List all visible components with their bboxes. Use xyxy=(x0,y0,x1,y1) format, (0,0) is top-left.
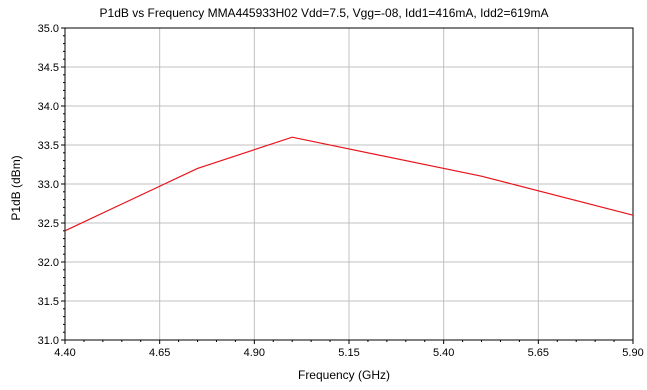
y-tick-label: 34.0 xyxy=(38,101,59,113)
grid-layer xyxy=(65,28,633,340)
y-tick-label: 33.5 xyxy=(38,140,59,152)
x-tick-label: 5.90 xyxy=(622,347,643,359)
tick-layer: 4.40 4.65 4.90 5.15 5.40 5.65 5.90 31.0 31.5 32.0… xyxy=(38,23,644,359)
x-tick-label: 4.40 xyxy=(54,347,75,359)
y-axis-label: P1dB (dBm) xyxy=(9,155,23,220)
x-tick-label: 5.40 xyxy=(433,347,454,359)
y-tick-label: 32.5 xyxy=(38,218,59,230)
x-tick-label: 5.15 xyxy=(338,347,359,359)
x-tick-label: 4.65 xyxy=(149,347,170,359)
chart-title: P1dB vs Frequency MMA445933H02 Vdd=7.5, … xyxy=(100,6,549,20)
y-tick-label: 34.5 xyxy=(38,62,59,74)
y-tick-label: 31.5 xyxy=(38,296,59,308)
y-tick-label: 31.0 xyxy=(38,335,59,347)
y-tick-label: 33.0 xyxy=(38,179,59,191)
x-tick-label: 5.65 xyxy=(528,347,549,359)
y-tick-label: 35.0 xyxy=(38,23,59,35)
x-tick-label: 4.90 xyxy=(244,347,265,359)
p1db-series-line xyxy=(64,136,634,232)
y-tick-label: 32.0 xyxy=(38,257,59,269)
series-layer xyxy=(64,136,634,232)
x-axis-label: Frequency (GHz) xyxy=(298,368,390,382)
